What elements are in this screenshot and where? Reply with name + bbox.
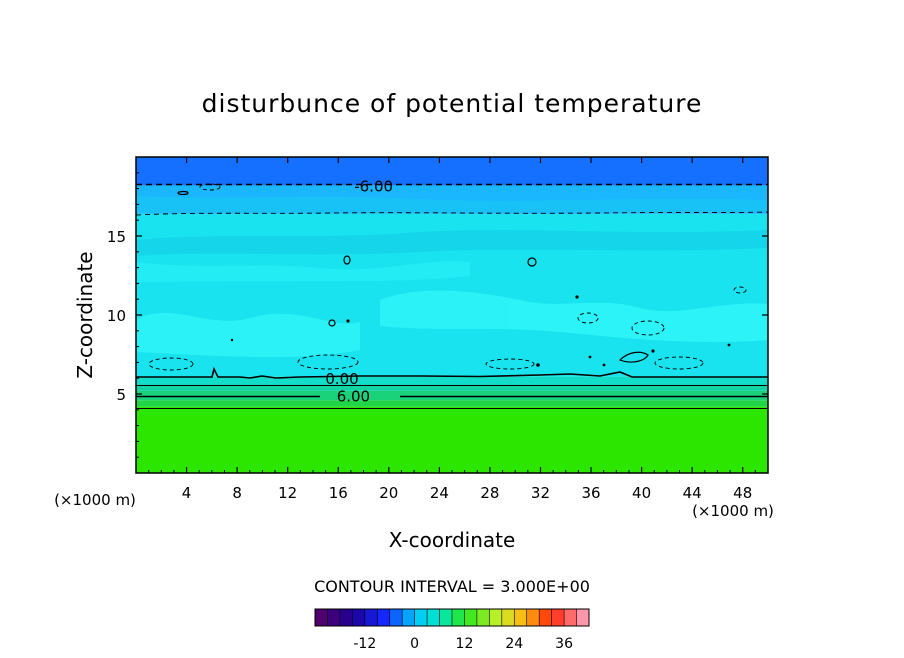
y-tick-label: 5	[116, 386, 126, 404]
x-tick-label: 28	[480, 484, 499, 502]
x-tick-label: 36	[581, 484, 600, 502]
colorbar-swatch	[539, 609, 552, 626]
field-band-3	[136, 384, 768, 391]
colorbar-swatch	[489, 609, 503, 626]
colorbar-swatch	[551, 609, 565, 626]
x-tick-label: 40	[632, 484, 651, 502]
x-tick-label: 4	[182, 484, 192, 502]
x-axis-unit-left: (×1000 m)	[54, 491, 136, 509]
colorbar-swatch	[514, 609, 527, 626]
colorbar-swatch	[452, 609, 465, 626]
colorbar-swatch	[439, 609, 453, 626]
contour-lines	[136, 183, 768, 409]
x-axis-label: X-coordinate	[389, 528, 516, 552]
y-tick-label: 15	[107, 228, 126, 246]
contour-label: -6.00	[354, 177, 393, 195]
y-axis-ticks: 5 10 15	[107, 172, 768, 458]
colorbar-swatch	[339, 609, 353, 626]
plot-area: -6.00 0.006.00	[136, 157, 768, 473]
field-band-2	[136, 390, 768, 401]
y-axis-label: Z-coordinate	[73, 251, 97, 378]
colorbar-swatch	[315, 609, 328, 626]
field-patches	[136, 261, 768, 358]
colorbar-swatch	[402, 609, 415, 626]
colorbar-swatch	[564, 609, 577, 626]
colorbar-swatch	[327, 609, 341, 626]
x-tick-label: 44	[683, 484, 702, 502]
colorbar-swatch	[501, 609, 515, 626]
colorbar-swatch	[352, 609, 366, 626]
x-axis-ticks: 4 8 12 16 20 24 28 32 36 40 44 48	[148, 157, 756, 502]
contour-label: 6.00	[337, 388, 370, 406]
field-band-7	[136, 157, 768, 186]
colorbar-swatch	[414, 609, 428, 626]
field-band-4	[136, 376, 768, 385]
x-tick-label: 16	[329, 484, 348, 502]
contour-label: 0.00	[325, 370, 358, 388]
field-patches-dark	[136, 196, 768, 256]
colorbar-swatch	[364, 609, 378, 626]
field-band-1	[136, 400, 768, 407]
contour-zero	[136, 366, 768, 379]
colorbar-tick-label: 36	[555, 636, 573, 652]
contour-minus3	[136, 211, 768, 216]
colorbar	[314, 608, 590, 627]
colorbar-swatch	[526, 609, 540, 626]
x-tick-label: 48	[733, 484, 752, 502]
field-band-6	[136, 185, 768, 214]
x-tick-label: 20	[379, 484, 398, 502]
x-tick-label: 24	[430, 484, 449, 502]
chart-title: disturbunce of potential temperature	[202, 89, 703, 118]
colorbar-frame	[314, 608, 590, 627]
contour-labels: -6.00 0.006.00	[325, 177, 393, 406]
field-band-0	[136, 406, 768, 473]
y-tick-label: 10	[107, 307, 126, 325]
x-axis-unit-right: (×1000 m)	[692, 502, 774, 520]
x-tick-label: 12	[278, 484, 297, 502]
colorbar-tick-label: 12	[456, 636, 474, 652]
colorbar-swatch	[427, 609, 440, 626]
contour-dots	[230, 295, 731, 367]
colorbar-swatch	[476, 609, 490, 626]
x-tick-label: 32	[531, 484, 550, 502]
colorbar-swatch	[464, 609, 478, 626]
contour-interval-text: CONTOUR INTERVAL = 3.000E+00	[314, 577, 590, 596]
colorbar-ticks: -12 0 12 24 36	[353, 636, 573, 652]
colorbar-tick-label: -12	[353, 636, 376, 652]
colorbar-tick-label: 0	[410, 636, 419, 652]
colorbar-swatch	[576, 609, 590, 626]
colorbar-tick-label: 24	[505, 636, 523, 652]
colorbar-swatch	[377, 609, 390, 626]
colorbar-swatch	[389, 609, 403, 626]
x-tick-label: 8	[232, 484, 242, 502]
